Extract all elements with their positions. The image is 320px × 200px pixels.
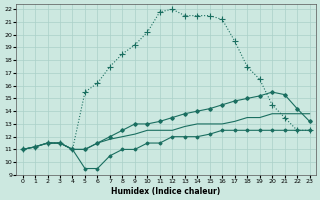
X-axis label: Humidex (Indice chaleur): Humidex (Indice chaleur)	[111, 187, 221, 196]
